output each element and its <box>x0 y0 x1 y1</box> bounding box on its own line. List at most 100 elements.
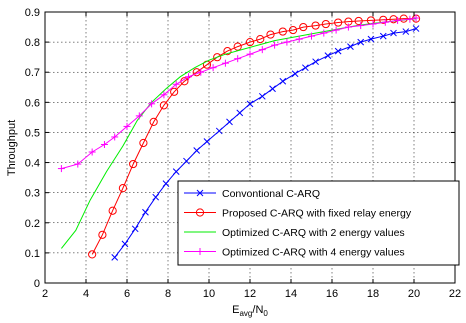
data-point <box>213 53 222 62</box>
data-point <box>402 28 410 35</box>
data-point <box>367 35 375 43</box>
data-point <box>100 140 108 148</box>
data-point <box>354 16 363 26</box>
data-point <box>324 52 332 60</box>
legend-label: Convontional C-ARQ <box>222 188 320 200</box>
data-point <box>203 138 211 145</box>
data-point <box>291 70 299 78</box>
data-point <box>321 19 330 29</box>
data-point <box>246 100 254 108</box>
x-tick-label: 12 <box>244 288 256 300</box>
legend-entry: Convontional C-ARQ <box>184 188 320 200</box>
series-layer <box>57 14 421 261</box>
data-point <box>288 25 298 35</box>
legend-label: Proposed C-ARQ with fixed relay energy <box>222 208 412 220</box>
data-point <box>221 59 229 67</box>
legend: Convontional C-ARQ Proposed C-ARQ with fi… <box>177 180 460 266</box>
x-tick-label: 4 <box>83 288 89 300</box>
legend-marker <box>196 189 204 197</box>
data-point <box>149 117 158 127</box>
data-point <box>108 206 117 215</box>
x-tick-label: 10 <box>203 288 215 300</box>
x-tick-label: 20 <box>408 288 420 300</box>
data-point <box>258 92 266 100</box>
data-point <box>172 80 180 88</box>
data-point <box>209 64 217 72</box>
data-point <box>245 38 255 47</box>
data-point <box>299 22 308 32</box>
data-point <box>160 91 168 99</box>
x-tick-label: 18 <box>367 288 379 300</box>
data-point <box>394 16 402 24</box>
data-point <box>159 101 168 110</box>
data-point <box>412 14 420 22</box>
data-point <box>193 147 201 154</box>
data-point <box>236 109 244 117</box>
y-tick-label: 0.4 <box>25 158 40 170</box>
series-line <box>91 18 417 255</box>
data-point <box>121 240 129 248</box>
x-tick-label: 16 <box>326 288 338 300</box>
x-tick-label: 6 <box>124 288 130 300</box>
data-point <box>301 64 309 72</box>
data-point <box>347 43 354 50</box>
legend-entry: Optimized C-ARQ with 2 energy values <box>184 227 405 239</box>
data-point <box>344 23 352 31</box>
data-point <box>162 180 170 187</box>
data-point <box>266 30 275 39</box>
y-tick-label: 0.7 <box>25 67 40 79</box>
data-point <box>131 225 139 233</box>
data-point <box>88 148 96 156</box>
data-point <box>271 41 279 49</box>
y-tick-label: 0.8 <box>25 37 40 49</box>
data-point <box>357 22 365 30</box>
data-point <box>320 29 328 37</box>
data-point <box>283 38 291 46</box>
series-1 <box>111 25 420 261</box>
data-point <box>152 193 160 201</box>
data-point <box>279 77 287 85</box>
y-tick-label: 0.6 <box>25 97 40 109</box>
legend-marker <box>195 208 205 217</box>
data-point <box>98 230 107 239</box>
data-point <box>406 15 414 23</box>
legend-entry: Optimized C-ARQ with 4 energy values <box>184 247 405 259</box>
y-axis-label: Throughput <box>6 120 18 176</box>
data-point <box>256 35 265 44</box>
data-point <box>111 133 119 141</box>
axis-ticks: 2 4 6 8 10 12 14 16 18 20 22 0 0.1 0.2 0.3 0.4 0.5 0.6 0.7… <box>25 7 461 300</box>
y-tick-label: 0.5 <box>25 127 40 139</box>
data-point <box>312 58 319 66</box>
y-tick-label: 0.2 <box>25 218 40 230</box>
data-point <box>369 20 377 28</box>
legend-box <box>177 180 460 266</box>
x-tick-label: 8 <box>165 288 171 300</box>
data-point <box>412 25 420 32</box>
data-point <box>139 138 148 148</box>
data-point <box>390 29 397 37</box>
data-point <box>142 208 149 216</box>
data-point <box>381 18 389 26</box>
x-tick-label: 14 <box>285 288 297 300</box>
data-point <box>246 50 254 58</box>
data-point <box>332 26 340 34</box>
data-point <box>148 100 156 108</box>
data-point <box>129 159 138 169</box>
data-point <box>197 68 205 76</box>
data-point <box>172 168 180 175</box>
y-tick-label: 0.1 <box>25 248 40 260</box>
data-point <box>118 184 128 193</box>
y-tick-label: 0.9 <box>25 7 40 19</box>
y-tick-label: 0 <box>34 278 40 290</box>
data-point <box>74 160 82 168</box>
data-point <box>308 32 315 40</box>
data-point <box>233 42 242 51</box>
legend-label: Optimized C-ARQ with 4 energy values <box>222 247 405 259</box>
legend-marker <box>196 248 204 255</box>
x-tick-label: 2 <box>42 288 48 300</box>
x-tick-label: 22 <box>449 288 461 300</box>
data-point <box>88 250 97 259</box>
data-point <box>185 73 192 81</box>
data-point <box>170 87 179 96</box>
